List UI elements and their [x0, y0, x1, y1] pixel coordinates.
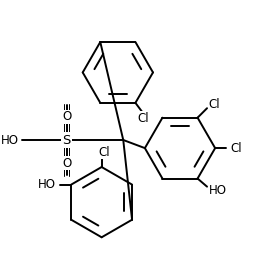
Text: HO: HO — [1, 134, 19, 146]
Text: HO: HO — [38, 178, 56, 191]
Text: O: O — [62, 157, 71, 170]
Text: Cl: Cl — [138, 112, 149, 125]
Text: Cl: Cl — [230, 142, 242, 155]
Text: Cl: Cl — [99, 146, 110, 159]
Text: Cl: Cl — [208, 98, 220, 111]
Text: O: O — [62, 110, 71, 123]
Text: S: S — [62, 134, 71, 146]
Text: HO: HO — [208, 184, 227, 197]
